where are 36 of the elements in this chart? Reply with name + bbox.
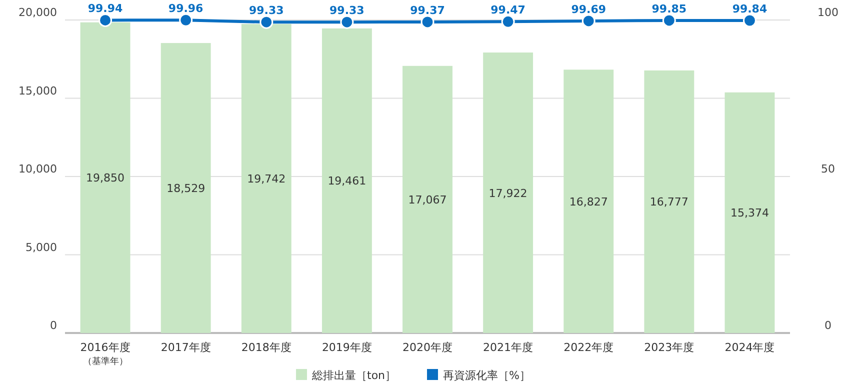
y-tick-label: 20,000 — [18, 6, 57, 19]
x-tick-label: 2019年度 — [322, 341, 372, 354]
x-tick-label: 2023年度 — [644, 341, 694, 354]
legend-label: 再資源化率［%］ — [443, 369, 530, 382]
data-label: 17,067 — [408, 193, 447, 206]
y-tick-label: 10,000 — [18, 162, 57, 176]
data-label: 16,777 — [650, 196, 688, 209]
data-label: 15,374 — [730, 206, 769, 220]
x-tick-label: 2017年度 — [160, 341, 211, 354]
data-label: 99.84 — [732, 2, 768, 16]
data-label: 99.47 — [490, 4, 526, 17]
data-label: 99.37 — [410, 4, 445, 17]
data-label: 19,742 — [247, 172, 286, 186]
data-label: 19,850 — [86, 172, 125, 185]
data-label: 99.33 — [330, 4, 364, 18]
x-tick-label: 2020年度 — [402, 341, 452, 354]
x-tick-label: 2024年度 — [724, 341, 775, 354]
y-tick-label: 5,000 — [26, 240, 57, 254]
x-tick-label: 2018年度 — [241, 341, 292, 354]
data-label: 16,827 — [569, 195, 608, 208]
y-tick-label: 0 — [50, 319, 57, 332]
x-tick-label: 2022年度 — [564, 341, 614, 354]
legend-label: 総排出量［ton］ — [311, 369, 396, 382]
y2-tick-label: 100 — [818, 6, 838, 19]
data-label: 17,922 — [488, 186, 528, 200]
data-label: 99.85 — [652, 2, 687, 16]
data-label: 99.69 — [571, 2, 606, 16]
y-tick-label: 15,000 — [18, 84, 57, 98]
data-label: 99.96 — [168, 2, 204, 16]
data-label: 18,529 — [166, 182, 206, 196]
data-label: 99.94 — [88, 2, 124, 16]
y2-tick-label: 50 — [821, 162, 835, 176]
x-tick-label: 2021年度 — [483, 341, 534, 354]
y2-tick-label: 0 — [824, 319, 832, 332]
data-label: 19,461 — [328, 174, 366, 188]
data-label: 99.33 — [248, 4, 284, 18]
